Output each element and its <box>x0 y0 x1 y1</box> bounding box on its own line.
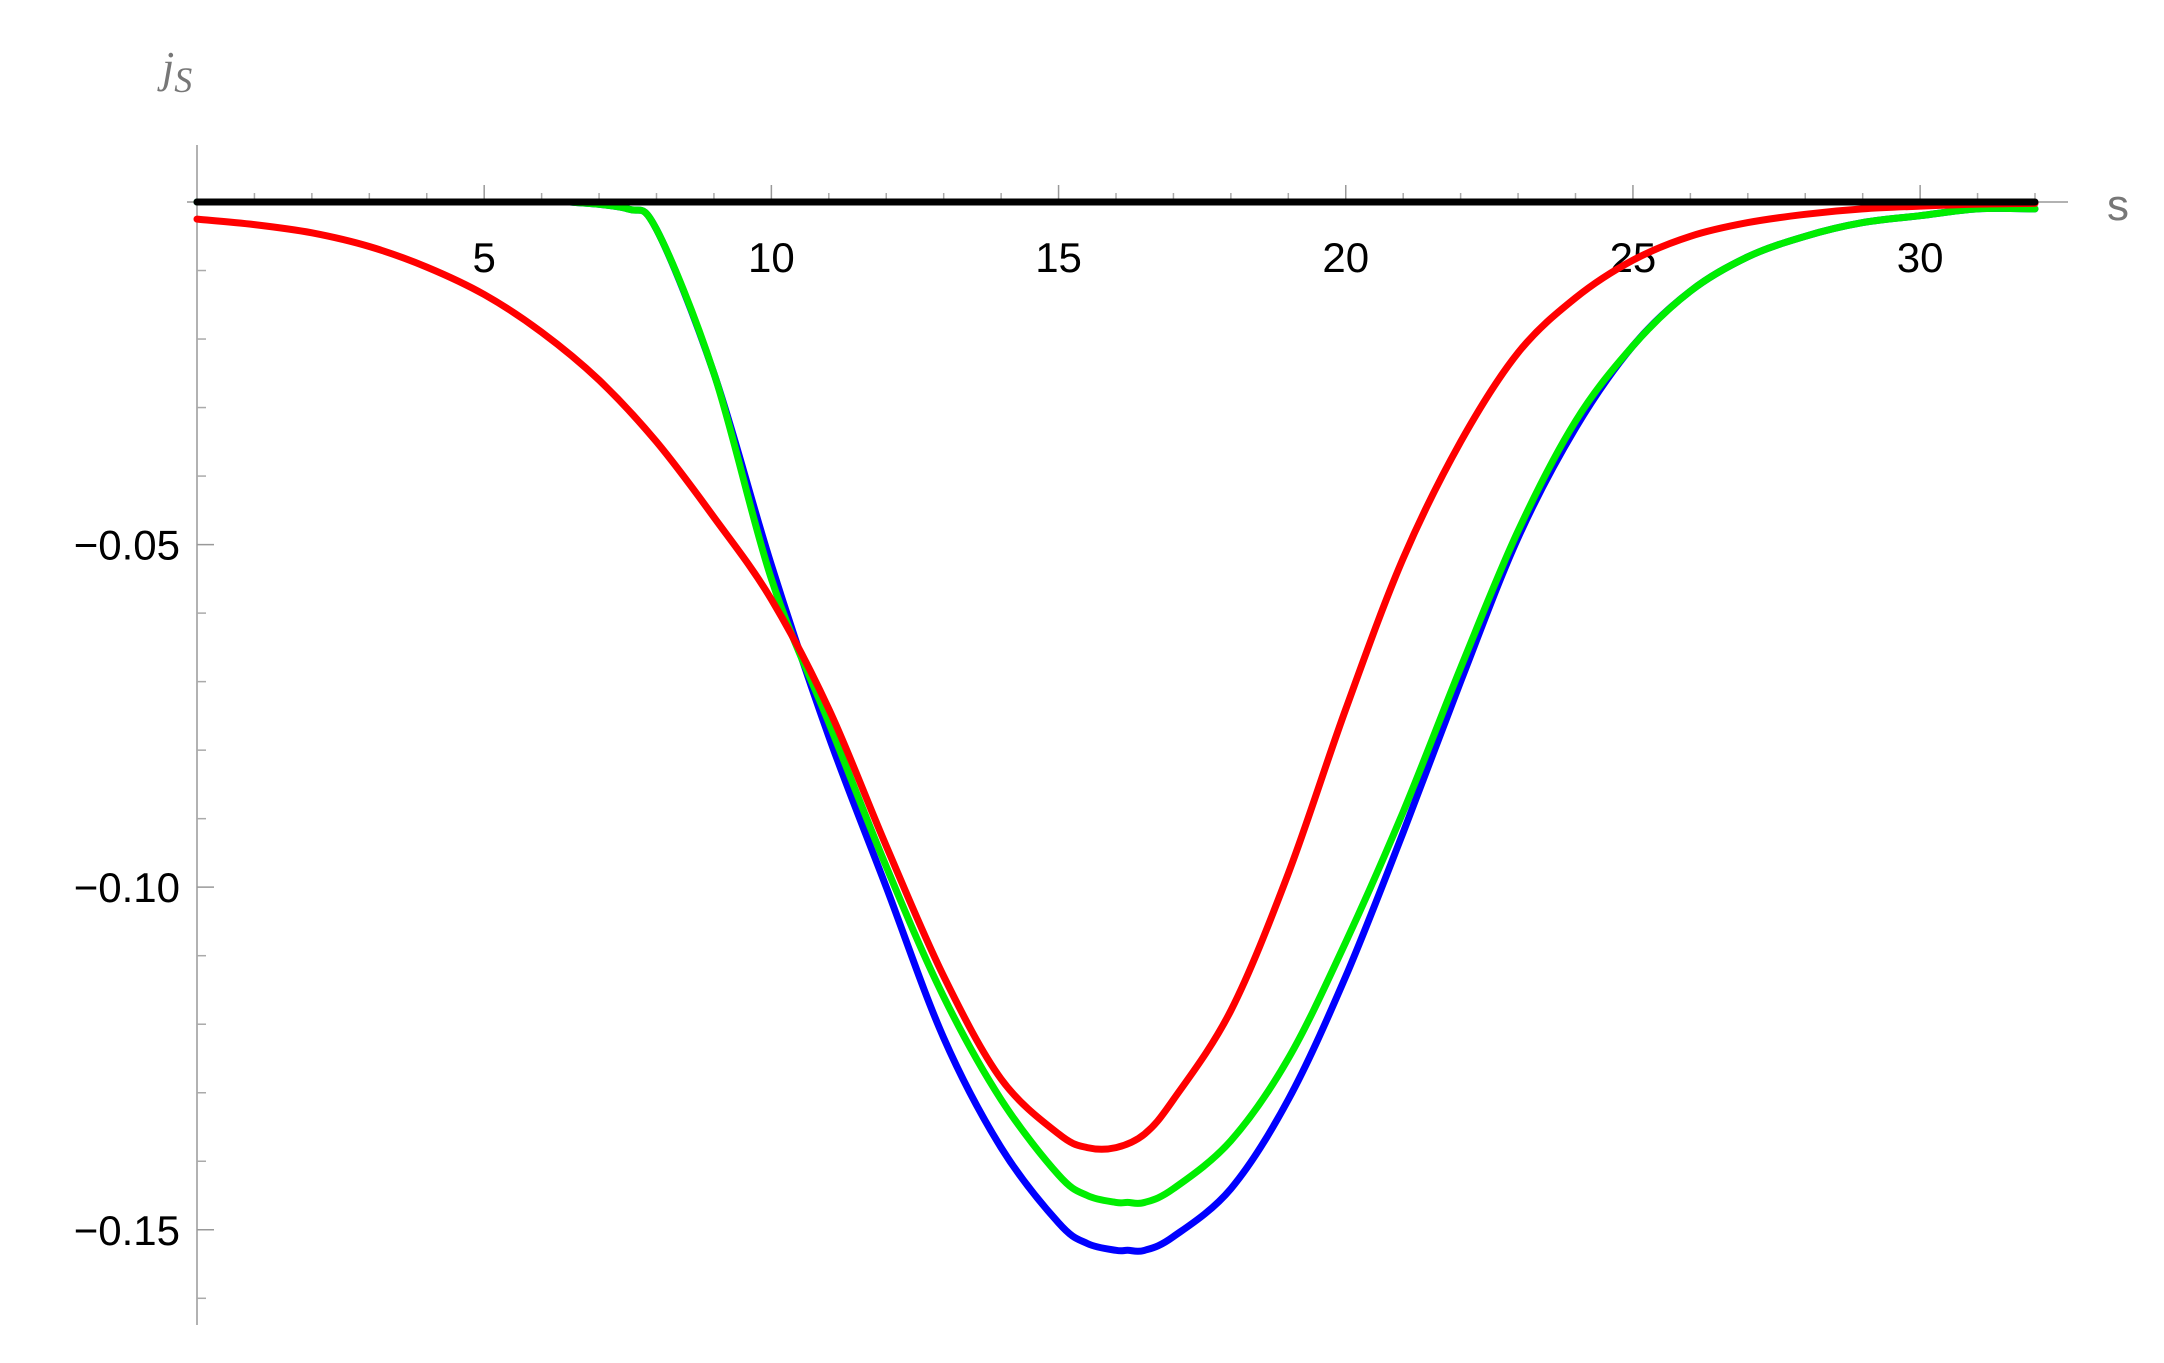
x-axis-label: s <box>2107 181 2129 230</box>
series-line-3 <box>193 199 2039 1153</box>
x-tick-label: 5 <box>473 234 496 281</box>
y-major-ticks: −0.05 −0.10 −0.15 <box>74 522 214 1254</box>
y-axis-label-main: j <box>157 43 174 92</box>
y-tick-label: −0.05 <box>74 522 180 569</box>
x-tick-label: 30 <box>1897 234 1944 281</box>
y-tick-label: −0.10 <box>74 864 180 911</box>
x-major-ticks: 5 10 15 20 25 30 <box>473 185 1944 281</box>
series-line-2 <box>193 198 2039 1207</box>
x-tick-label: 10 <box>748 234 795 281</box>
y-axis-label-sub: S <box>174 60 192 100</box>
axis-labels: s jS <box>157 43 2129 230</box>
series-line-1 <box>193 198 2039 1255</box>
series-group <box>193 198 2039 1255</box>
y-tick-label: −0.15 <box>74 1207 180 1254</box>
x-tick-label: 20 <box>1322 234 1369 281</box>
y-minor-ticks <box>197 269 206 1300</box>
y-axis-label: jS <box>157 43 192 100</box>
axes: 5 10 15 20 25 30 −0.05−0.10−0.15 <box>74 145 2068 1325</box>
x-tick-label: 15 <box>1035 234 1082 281</box>
